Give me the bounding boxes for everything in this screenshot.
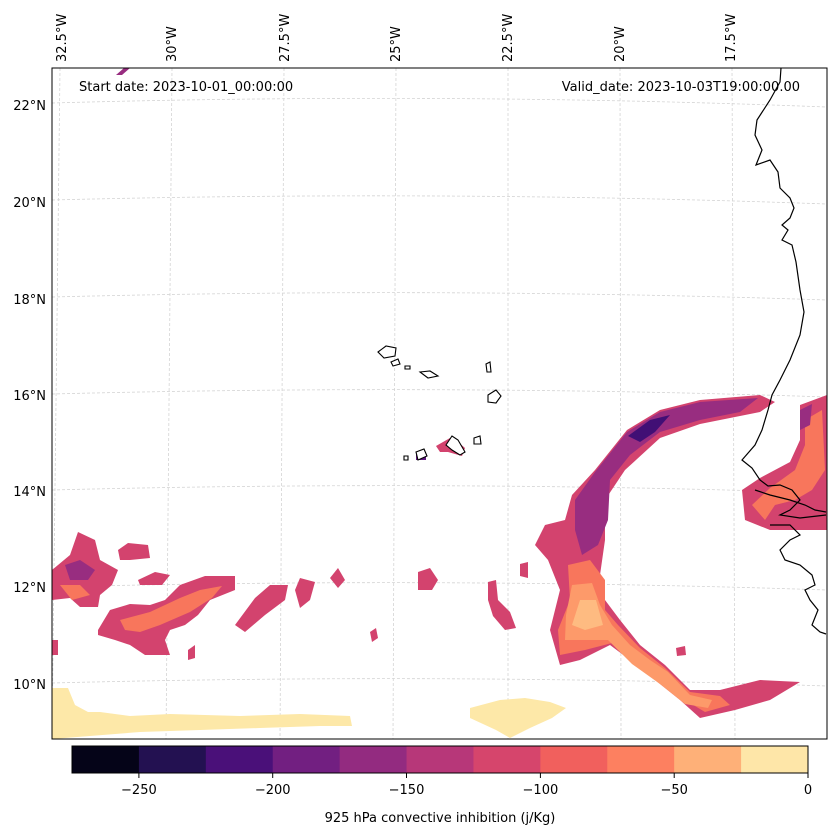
cin-west-cluster-g bbox=[330, 568, 345, 588]
lon-label-22-5w: 22.5°W bbox=[501, 14, 516, 62]
island-santa-luzia bbox=[404, 365, 411, 370]
valid-date-label: Valid_date: 2023-10-03T19:00:00.00 bbox=[562, 80, 800, 95]
cin-west-cluster-e bbox=[235, 585, 288, 632]
lon-label-25w: 25°W bbox=[389, 26, 404, 62]
colorbar-tick--150: −150 bbox=[389, 783, 425, 798]
lon-label-27-5w: 27.5°W bbox=[278, 14, 293, 62]
lon-labels: 32.5°W 30°W 27.5°W 25°W 22.5°W 20°W 17.5… bbox=[55, 14, 739, 62]
cin-south-band bbox=[52, 688, 352, 739]
cin-arc-core bbox=[628, 415, 670, 442]
colorbar: −250 −200 −150 −100 −50 0 925 hPa convec… bbox=[71, 745, 812, 826]
cin-west-cluster-j bbox=[188, 645, 195, 660]
coastlines bbox=[741, 67, 827, 635]
colorbar-swatch bbox=[473, 746, 541, 773]
cin-arc-warm bbox=[558, 560, 730, 712]
cin-west-cluster-b bbox=[118, 543, 150, 560]
lat-label-12n: 12°N bbox=[13, 581, 46, 596]
island-boa-vista bbox=[487, 389, 502, 404]
lon-label-20w: 20°W bbox=[613, 26, 628, 62]
lon-label-30w: 30°W bbox=[165, 26, 180, 62]
colorbar-tick--50: −50 bbox=[660, 783, 687, 798]
colorbar-swatch bbox=[138, 746, 207, 773]
lat-labels: 22°N 20°N 18°N 16°N 14°N 12°N 10°N bbox=[13, 99, 46, 693]
colorbar-swatch bbox=[607, 746, 675, 773]
island-sal bbox=[485, 361, 492, 373]
colorbar-label: 925 hPa convective inhibition (j/Kg) bbox=[325, 811, 556, 826]
colorbar-tick-marks bbox=[138, 773, 809, 778]
cin-mid-cluster-d bbox=[676, 646, 686, 656]
colorbar-swatch bbox=[205, 746, 274, 773]
lat-label-18n: 18°N bbox=[13, 293, 46, 308]
colorbar-swatch bbox=[674, 746, 742, 773]
island-sao-nicolau bbox=[418, 370, 440, 379]
cin-mid-cluster-b bbox=[488, 580, 516, 630]
colorbar-tick-0: 0 bbox=[804, 783, 812, 798]
lat-label-10n: 10°N bbox=[13, 678, 46, 693]
lat-label-22n: 22°N bbox=[13, 99, 46, 114]
colorbar-swatch bbox=[741, 746, 809, 773]
lat-label-14n: 14°N bbox=[13, 485, 46, 500]
cin-north-edge bbox=[116, 68, 130, 75]
lon-label-32-5w: 32.5°W bbox=[55, 14, 70, 62]
island-brava bbox=[403, 455, 409, 461]
cin-arc-mid bbox=[575, 398, 758, 555]
colorbar-swatch bbox=[272, 746, 341, 773]
cape-verde-islands bbox=[377, 345, 502, 461]
map-frame bbox=[51, 67, 828, 740]
cin-africa-coast-warm bbox=[752, 410, 825, 520]
colorbar-tick--250: −250 bbox=[121, 783, 157, 798]
cin-mid-cluster-a bbox=[418, 568, 438, 590]
colorbar-swatch bbox=[406, 746, 474, 773]
cin-south-band-east bbox=[470, 698, 566, 738]
cin-africa-coast-dark bbox=[800, 404, 812, 430]
island-sao-vicente bbox=[390, 358, 401, 367]
colorbar-swatch bbox=[540, 746, 608, 773]
africa-coastline bbox=[741, 67, 827, 635]
cin-west-cluster-i bbox=[52, 640, 58, 655]
cin-arc-light bbox=[565, 583, 712, 708]
colorbar-tick--200: −200 bbox=[255, 783, 291, 798]
cin-west-cluster-d-warm bbox=[120, 586, 222, 632]
colorbar-tick--100: −100 bbox=[523, 783, 559, 798]
lon-label-17-5w: 17.5°W bbox=[724, 14, 739, 62]
colorbar-swatch bbox=[72, 746, 140, 773]
island-maio bbox=[473, 435, 482, 445]
gambia-estuary bbox=[754, 489, 827, 513]
island-fogo bbox=[415, 448, 428, 461]
island-santo-antao bbox=[377, 345, 397, 359]
colorbar-frame bbox=[71, 745, 809, 774]
cin-arc-pale bbox=[572, 600, 603, 630]
cin-west-cluster-c bbox=[138, 572, 170, 585]
cin-mid-cluster-c bbox=[520, 562, 528, 578]
start-date-label: Start date: 2023-10-01_00:00:00 bbox=[79, 80, 293, 95]
colorbar-swatch bbox=[339, 746, 408, 773]
lat-label-20n: 20°N bbox=[13, 196, 46, 211]
colorbar-swatches bbox=[72, 746, 809, 773]
cin-west-cluster-a-dark bbox=[65, 560, 95, 580]
cin-west-cluster-f bbox=[295, 578, 315, 608]
cin-west-cluster-h bbox=[370, 628, 378, 642]
cin-west-cluster-a-warm bbox=[60, 585, 90, 600]
lat-label-16n: 16°N bbox=[13, 389, 46, 404]
island-santiago bbox=[445, 435, 466, 456]
graticule bbox=[51, 67, 828, 740]
cin-contour-fills bbox=[52, 68, 827, 739]
